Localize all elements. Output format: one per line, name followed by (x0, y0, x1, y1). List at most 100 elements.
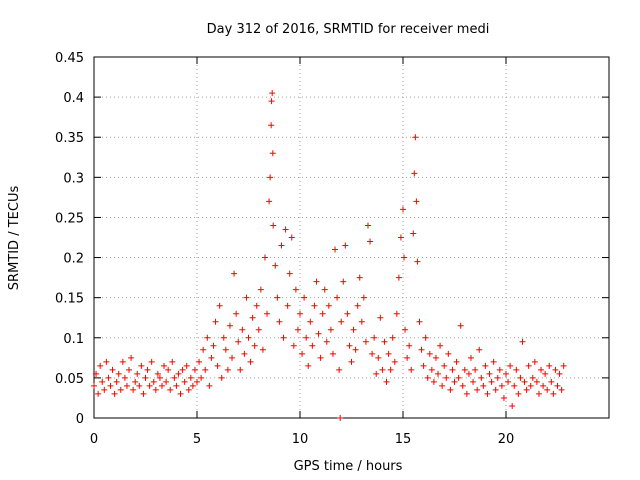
data-point (424, 374, 431, 381)
data-point (297, 310, 303, 317)
y-tick-label: 0.25 (55, 211, 84, 226)
data-point (173, 382, 180, 389)
data-point (257, 286, 264, 293)
data-point (443, 374, 450, 381)
data-point (268, 122, 275, 129)
data-point (371, 334, 378, 341)
data-point (426, 350, 433, 357)
data-point (235, 338, 242, 345)
data-point (449, 366, 456, 373)
data-point (319, 310, 326, 317)
data-point (269, 90, 276, 97)
data-point (531, 358, 538, 365)
data-point (387, 366, 394, 373)
data-point (208, 354, 215, 361)
data-point (401, 254, 408, 261)
data-point (152, 386, 159, 393)
data-point (245, 334, 252, 341)
data-point (406, 342, 413, 349)
data-point (303, 334, 310, 341)
data-point (538, 366, 545, 373)
data-point (367, 238, 374, 245)
data-point (416, 318, 423, 325)
data-point (167, 386, 174, 393)
data-point (251, 342, 258, 349)
data-point (126, 366, 133, 373)
data-point (247, 358, 254, 365)
data-point (119, 358, 126, 365)
data-point (276, 318, 283, 325)
data-point (181, 378, 188, 385)
data-point (379, 366, 386, 373)
data-point (115, 370, 122, 377)
data-point (163, 378, 170, 385)
data-point (210, 342, 217, 349)
data-point (544, 386, 551, 393)
data-point (99, 378, 106, 385)
data-point (356, 274, 363, 281)
data-point (550, 390, 557, 397)
data-point (200, 346, 207, 353)
data-point (509, 402, 516, 409)
data-point (548, 378, 555, 385)
data-point (556, 370, 563, 377)
data-point (220, 334, 227, 341)
data-point (383, 378, 390, 385)
data-point (103, 358, 110, 365)
data-point (323, 338, 330, 345)
data-point (511, 382, 518, 389)
data-point (216, 302, 223, 309)
data-point (97, 362, 104, 369)
data-point (253, 302, 260, 309)
data-point (237, 366, 244, 373)
data-point (461, 366, 468, 373)
data-point (397, 234, 404, 241)
data-point (272, 262, 279, 269)
data-point (294, 326, 301, 333)
data-point (515, 390, 522, 397)
data-point (385, 350, 392, 357)
y-tick-label: 0.45 (55, 51, 84, 66)
data-point (542, 370, 549, 377)
data-point (494, 374, 501, 381)
data-point (513, 366, 520, 373)
data-point (451, 378, 458, 385)
data-point (535, 390, 542, 397)
data-point (191, 366, 198, 373)
data-point (369, 350, 376, 357)
data-point (212, 318, 219, 325)
data-point (290, 342, 297, 349)
data-point (194, 378, 200, 385)
data-point (142, 374, 149, 381)
data-point (413, 198, 420, 205)
data-point (400, 206, 406, 213)
data-point (156, 374, 163, 381)
data-point (437, 342, 444, 349)
data-point (321, 286, 328, 293)
data-point (132, 378, 139, 385)
data-point (358, 318, 365, 325)
data-point (498, 382, 505, 389)
data-point (474, 386, 481, 393)
data-point (165, 366, 172, 373)
data-point (259, 346, 266, 353)
data-point (187, 374, 194, 381)
data-point (455, 374, 462, 381)
data-point (144, 366, 151, 373)
data-point (439, 382, 446, 389)
data-point (268, 98, 275, 105)
data-point (299, 350, 306, 357)
data-point (560, 362, 567, 369)
data-point (109, 366, 116, 373)
data-point (189, 382, 196, 389)
data-point (533, 378, 540, 385)
data-point (224, 366, 231, 373)
data-point (175, 370, 182, 377)
data-point (338, 318, 345, 325)
data-point (179, 366, 186, 373)
data-point (346, 342, 353, 349)
data-point (130, 386, 137, 393)
data-point (375, 354, 382, 361)
data-point (214, 362, 221, 369)
data-point (261, 254, 268, 261)
